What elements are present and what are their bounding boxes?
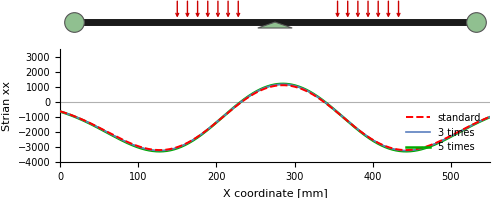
3 times [57, 110, 63, 113]
3 times [280, 83, 285, 85]
standard [252, 92, 258, 94]
Line: 3 times: 3 times [60, 84, 490, 151]
5 times [57, 110, 63, 113]
X-axis label: X coordinate [mm]: X coordinate [mm] [222, 188, 328, 198]
5 times [168, 149, 173, 151]
standard [346, 121, 352, 123]
5 times [345, 120, 351, 123]
5 times [403, 150, 409, 152]
3 times [345, 120, 351, 122]
3 times [311, 93, 317, 96]
5 times [280, 83, 285, 85]
5 times [382, 146, 388, 148]
3 times [487, 116, 493, 118]
standard [487, 115, 493, 118]
standard [133, 144, 139, 147]
5 times [252, 91, 258, 94]
standard [312, 94, 318, 97]
5 times [133, 145, 139, 148]
Legend: standard, 3 times, 5 times: standard, 3 times, 5 times [402, 109, 485, 156]
standard [168, 148, 174, 150]
Line: 5 times: 5 times [60, 84, 490, 151]
standard [157, 149, 163, 151]
standard [57, 110, 63, 112]
5 times [487, 116, 493, 118]
Point [70, 21, 78, 24]
Point [472, 21, 480, 24]
3 times [252, 91, 258, 94]
3 times [168, 148, 173, 151]
standard [382, 145, 388, 147]
3 times [133, 145, 139, 147]
5 times [311, 93, 317, 95]
Line: standard: standard [60, 85, 490, 150]
standard [280, 84, 285, 86]
3 times [403, 149, 409, 152]
Polygon shape [258, 22, 292, 28]
Y-axis label: Strian xx: Strian xx [2, 81, 12, 131]
3 times [382, 145, 388, 147]
